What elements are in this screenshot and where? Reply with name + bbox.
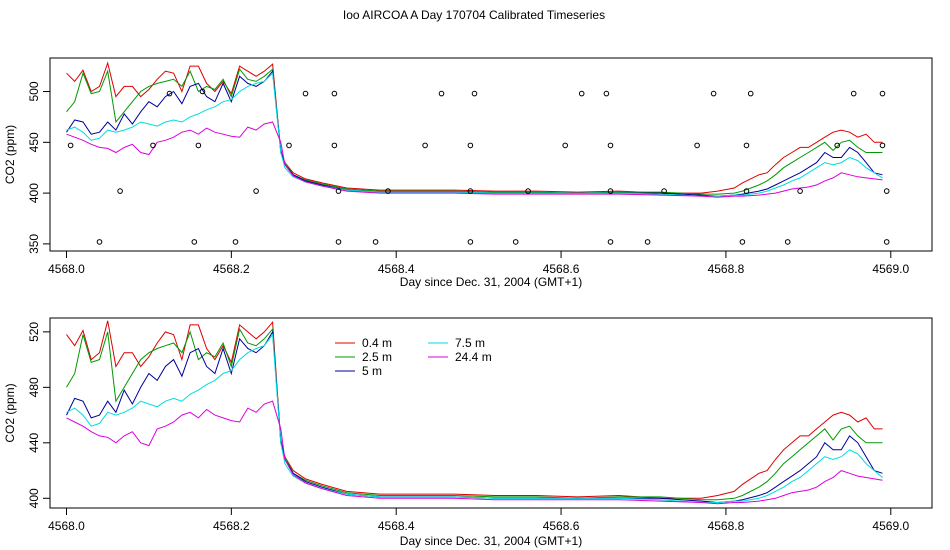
- series-line-5-m: [66, 69, 883, 197]
- series-line-0-4-m: [66, 320, 883, 499]
- x-tick-label: 4568.4: [378, 262, 415, 276]
- status-marker: [438, 90, 445, 97]
- x-axis: 4568.0 4568.2 4568.4 4568.6 4568.8 4569.0: [48, 251, 909, 276]
- status-marker: [331, 142, 338, 149]
- status-marker: [603, 90, 610, 97]
- status-marker: [335, 239, 342, 245]
- y-tick-label: 480: [27, 377, 41, 397]
- legend-label: 2.5 m: [362, 350, 392, 364]
- status-marker: [607, 188, 614, 194]
- x-tick-label: 4568.6: [543, 262, 580, 276]
- status-marker: [471, 90, 478, 97]
- status-marker: [335, 188, 342, 194]
- status-marker: [850, 90, 857, 97]
- status-markers: [67, 88, 890, 245]
- status-marker: [467, 142, 474, 149]
- y-axis-label: CO2 (ppm): [3, 125, 17, 184]
- y-axis: 350 400 450 500: [27, 81, 50, 254]
- status-marker: [467, 188, 474, 194]
- y-tick-label: 400: [27, 488, 41, 508]
- bottom-panel: 4568.0 4568.2 4568.4 4568.6 4568.8 4569.0 400…: [3, 317, 933, 548]
- x-axis-label: Day since Dec. 31, 2004 (GMT+1): [400, 534, 582, 548]
- series-line-5-m: [66, 330, 883, 504]
- status-marker: [286, 142, 292, 149]
- status-marker: [422, 142, 428, 149]
- status-marker: [879, 142, 886, 149]
- x-tick-label: 4568.2: [213, 519, 250, 533]
- status-marker: [607, 239, 614, 245]
- status-marker: [525, 188, 531, 194]
- status-marker: [195, 142, 202, 149]
- x-tick-label: 4569.0: [872, 519, 909, 533]
- legend-label: 24.4 m: [455, 350, 492, 364]
- status-marker: [150, 142, 156, 149]
- legend: 0.4 m2.5 m5 m 7.5 m24.4 m: [335, 336, 492, 378]
- status-marker: [166, 90, 173, 97]
- status-marker: [232, 239, 239, 245]
- status-marker: [607, 142, 614, 149]
- x-tick-label: 4568.8: [708, 519, 745, 533]
- x-axis-label: Day since Dec. 31, 2004 (GMT+1): [400, 275, 582, 289]
- x-tick-label: 4568.6: [543, 519, 580, 533]
- status-marker: [834, 142, 841, 149]
- status-marker: [253, 188, 259, 194]
- status-marker: [385, 188, 391, 194]
- status-marker: [467, 239, 474, 245]
- y-tick-label: 440: [27, 432, 41, 452]
- plot-frame: [49, 57, 933, 252]
- status-marker: [743, 188, 750, 194]
- plot-frame: [49, 317, 933, 509]
- status-marker: [331, 90, 338, 97]
- legend-label: 0.4 m: [362, 336, 392, 350]
- status-marker: [710, 90, 717, 97]
- x-tick-label: 4568.0: [48, 262, 85, 276]
- status-marker: [739, 239, 746, 245]
- status-marker: [191, 239, 198, 245]
- status-marker: [67, 142, 74, 149]
- x-tick-label: 4568.8: [708, 262, 745, 276]
- status-marker: [302, 90, 309, 97]
- series-line-0-4-m: [66, 61, 883, 194]
- series-line-2-5-m: [66, 68, 883, 195]
- status-marker: [512, 239, 519, 245]
- y-tick-label: 520: [27, 322, 41, 342]
- series-line-24-4-m: [66, 400, 883, 505]
- y-tick-label: 500: [27, 81, 41, 101]
- status-marker: [743, 142, 750, 149]
- status-marker: [578, 90, 585, 97]
- status-marker: [747, 90, 754, 97]
- status-marker: [797, 188, 803, 194]
- legend-label: 7.5 m: [455, 336, 485, 350]
- y-axis: 400 440 480 520: [27, 322, 50, 508]
- series-line-2-5-m: [66, 327, 883, 501]
- top-panel: 4568.0 4568.2 4568.4 4568.6 4568.8 4569.0 350…: [3, 57, 933, 289]
- x-tick-label: 4569.0: [872, 262, 909, 276]
- series-lines: [66, 61, 883, 198]
- status-marker: [661, 188, 667, 194]
- y-axis-label: CO2 (ppm): [3, 383, 17, 442]
- status-marker: [784, 239, 791, 245]
- status-marker: [117, 188, 123, 194]
- x-tick-label: 4568.2: [213, 262, 250, 276]
- y-tick-label: 450: [27, 132, 41, 152]
- x-tick-label: 4568.4: [378, 519, 415, 533]
- status-marker: [879, 90, 886, 97]
- x-axis: 4568.0 4568.2 4568.4 4568.6 4568.8 4569.0: [48, 508, 909, 533]
- y-tick-label: 400: [27, 183, 41, 203]
- status-marker: [644, 239, 651, 245]
- series-lines: [66, 320, 883, 505]
- series-line-24-4-m: [66, 121, 883, 198]
- status-marker: [372, 239, 379, 245]
- x-tick-label: 4568.0: [48, 519, 85, 533]
- y-tick-label: 350: [27, 234, 41, 254]
- status-marker: [883, 239, 890, 245]
- legend-label: 5 m: [362, 364, 382, 378]
- chart-title: Ioo AIRCOA A Day 170704 Calibrated Times…: [343, 8, 605, 22]
- status-marker: [883, 188, 890, 194]
- status-marker: [199, 88, 206, 95]
- status-marker: [694, 142, 700, 149]
- status-marker: [562, 142, 569, 149]
- status-marker: [96, 239, 103, 245]
